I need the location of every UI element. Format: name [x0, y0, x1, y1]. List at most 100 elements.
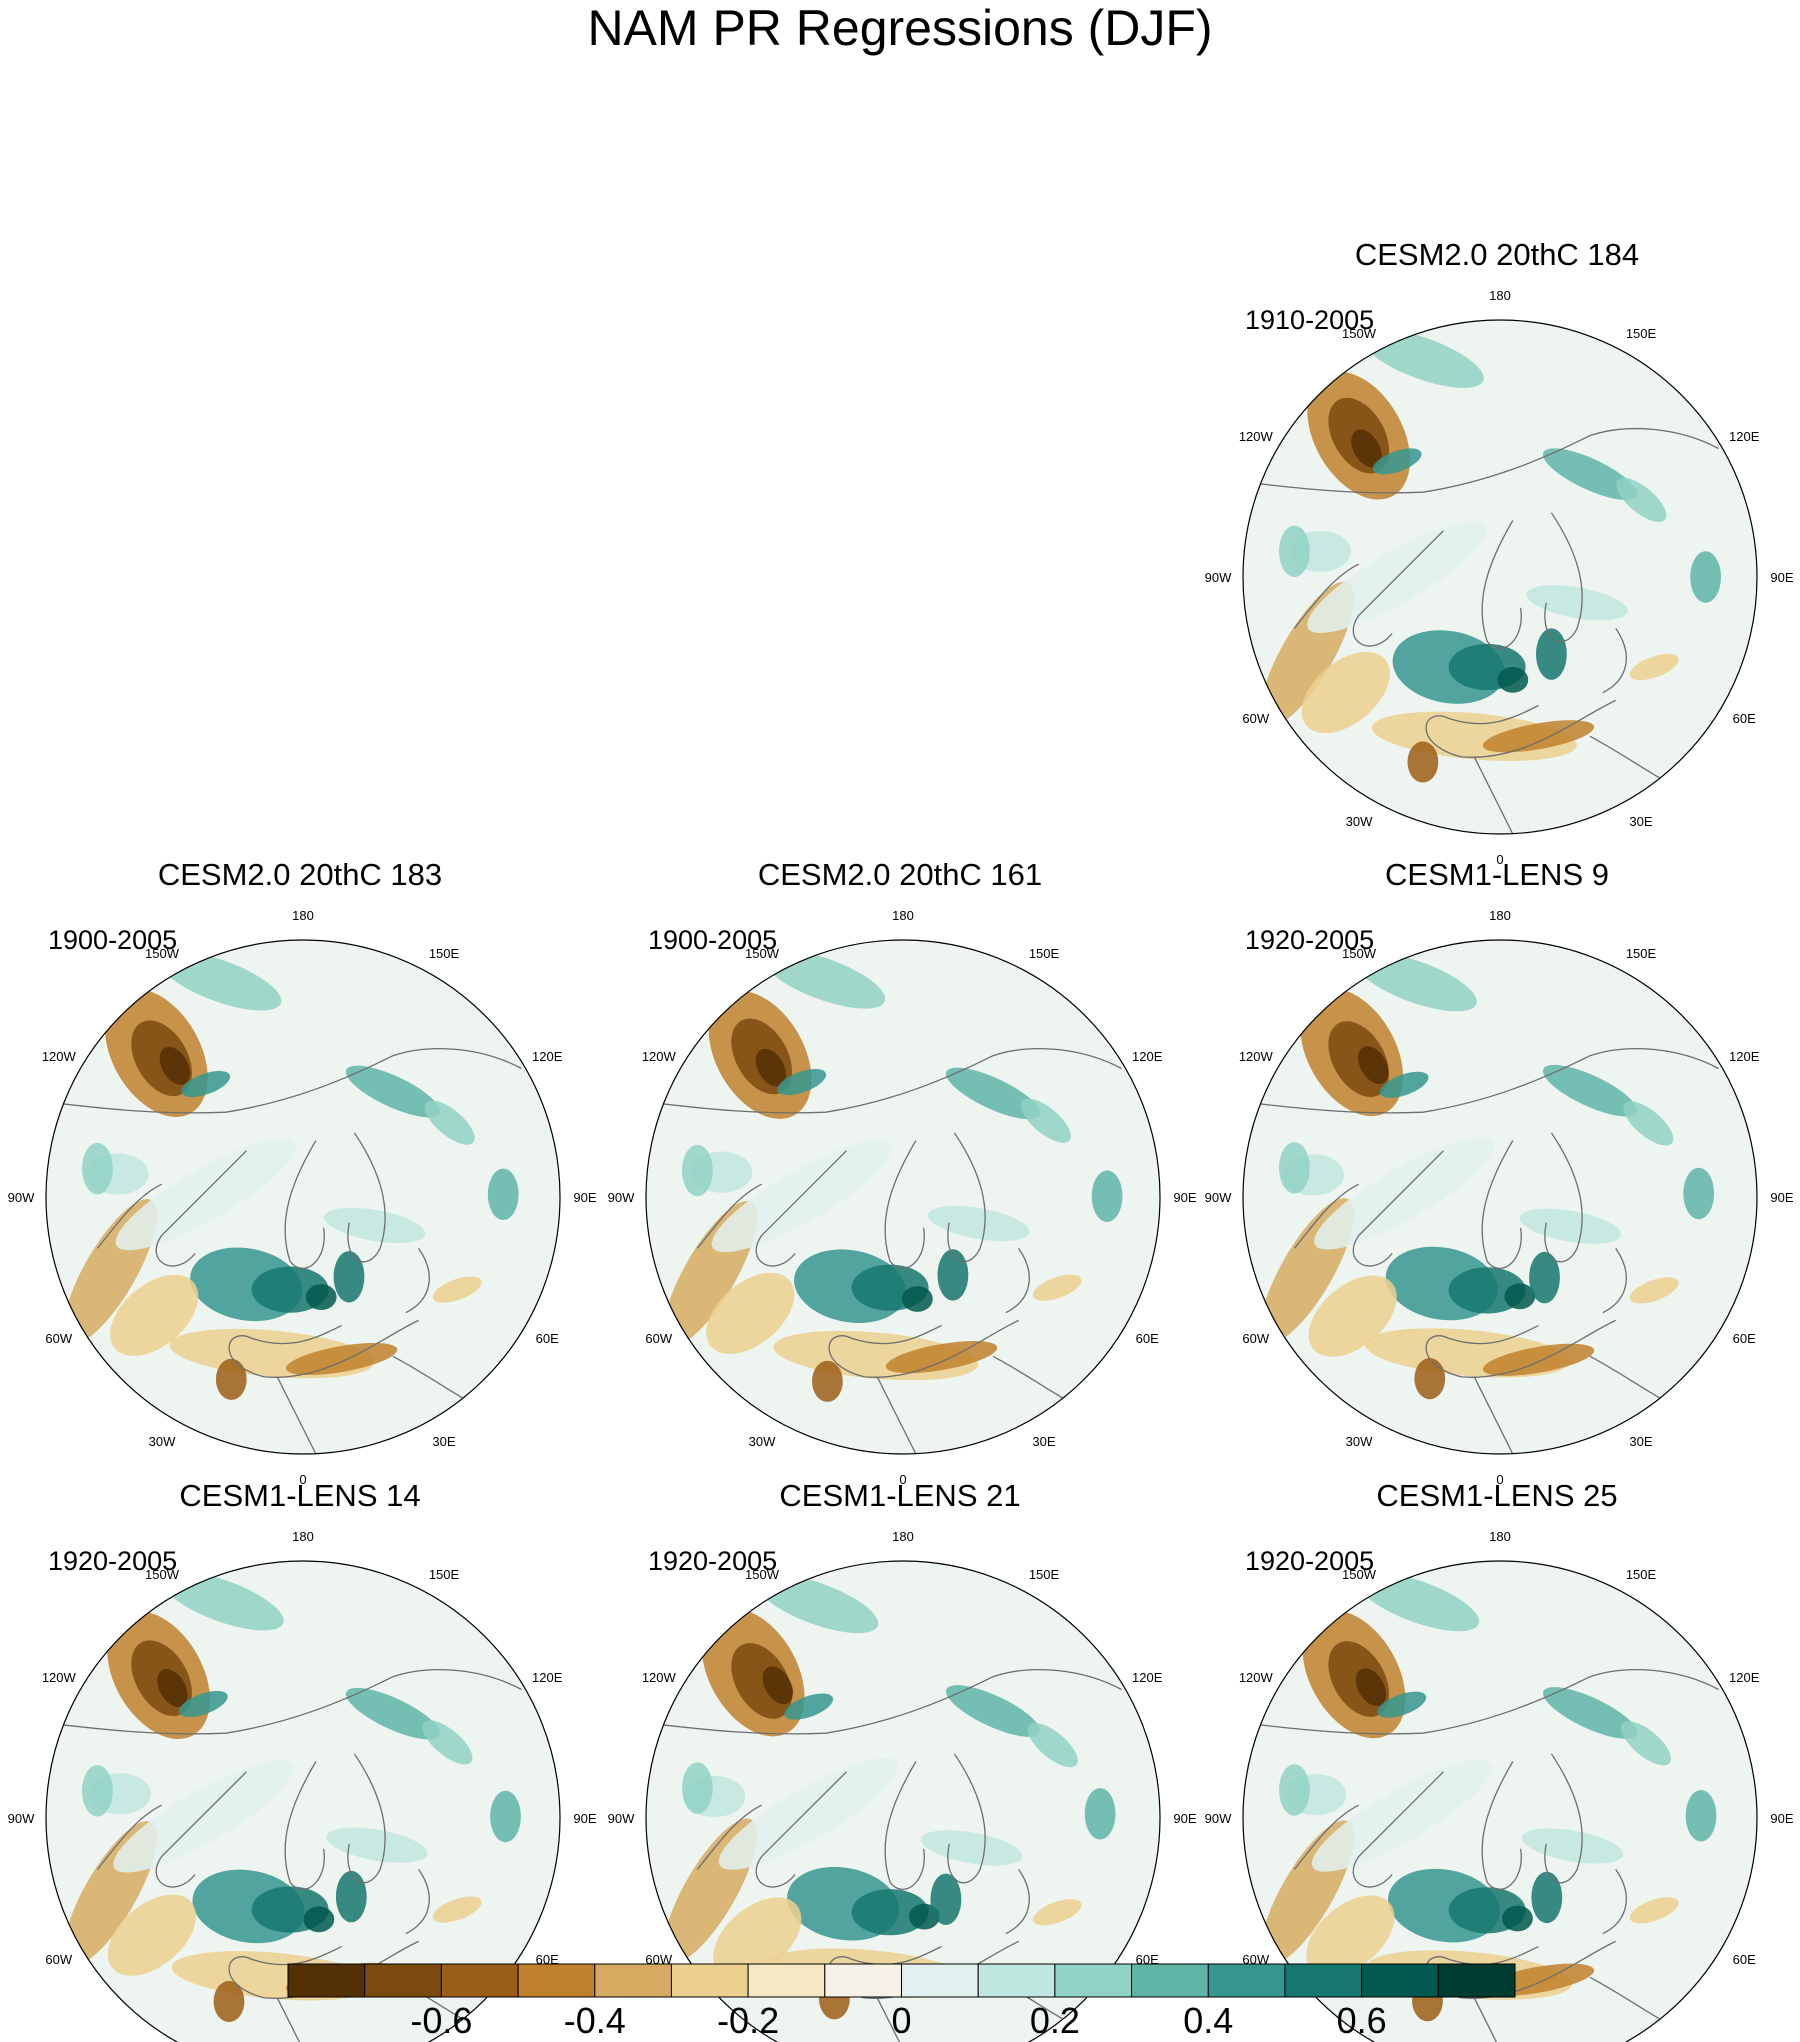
anomaly-shading: [1629, 653, 1679, 681]
coastline: [1481, 1761, 1522, 1890]
longitude-label: 90W: [1205, 570, 1232, 585]
longitude-label: 60W: [1242, 1331, 1269, 1346]
anomaly-shading: [424, 1100, 475, 1145]
longitude-label: 120E: [1729, 1049, 1760, 1064]
colorbar-tick-label: 0.2: [1030, 2000, 1080, 2041]
anomaly-shading: [920, 1830, 1023, 1866]
coastline: [1473, 1376, 1514, 1454]
longitude-label: 60E: [536, 1331, 559, 1346]
panel-title: CESM1-LENS 25: [1376, 1478, 1617, 1513]
colorbar-box: [1131, 1963, 1209, 1998]
anomaly-shading: [1091, 1170, 1123, 1222]
coastline: [947, 1132, 986, 1263]
anomaly-shading: [902, 1286, 933, 1312]
map-border: [1242, 939, 1758, 1455]
longitude-label: 180: [1489, 1529, 1511, 1544]
longitude-label: 30E: [1629, 814, 1652, 829]
panel-title: CESM1-LENS 14: [179, 1478, 420, 1513]
anomaly-shading: [326, 1827, 428, 1863]
anomaly-shading: [432, 1896, 482, 1923]
coastline: [155, 1150, 247, 1267]
longitude-label: 60E: [1136, 1331, 1159, 1346]
anomaly-shading: [1301, 652, 1390, 734]
anomaly-shading: [113, 1760, 294, 1873]
longitude-label: 30E: [432, 1434, 455, 1449]
anomaly-shading: [1279, 1142, 1310, 1194]
longitude-label: 90E: [1770, 1190, 1793, 1205]
coastline: [1243, 428, 1719, 494]
coastline: [1293, 1183, 1359, 1249]
longitude-label: 120W: [42, 1049, 77, 1064]
longitude-label: 90W: [8, 1811, 35, 1826]
panel-period: 1920-2005: [1245, 1546, 1374, 1576]
panel-grid: 180 150E 120E 90E 60E 30E 0 30W 60W 90W 120W 150W CE…: [8, 237, 1794, 2042]
map-border: [45, 939, 561, 1455]
anomaly-shading: [82, 1765, 113, 1817]
anomaly-shading: [1683, 1167, 1715, 1220]
colorbar-box: [747, 1963, 826, 1998]
figure-title: NAM PR Regressions (DJF): [587, 0, 1212, 56]
longitude-label: 150W: [145, 946, 180, 961]
anomaly-shading: [333, 1251, 365, 1303]
longitude-label: 150E: [1029, 1567, 1060, 1582]
longitude-label: 180: [292, 908, 314, 923]
anomaly-shading: [1629, 1277, 1679, 1304]
anomaly-shading: [181, 1070, 231, 1098]
anomaly-shading: [335, 1870, 367, 1923]
colorbar-box: [670, 1963, 749, 1998]
anomaly-shading: [1629, 1897, 1679, 1924]
longitude-label: 60W: [645, 1331, 672, 1346]
anomaly-shading: [1020, 1098, 1071, 1143]
coastline: [1544, 1753, 1583, 1884]
anomaly-shading: [784, 1693, 834, 1720]
map-panel-p184: 180 150E 120E 90E 60E 30E 0 30W 60W 90W 120W 150W CE…: [1205, 237, 1794, 867]
colorbar-box: [1437, 1963, 1516, 1998]
coastline: [1473, 1997, 1514, 2042]
longitude-label: 120W: [642, 1670, 677, 1685]
map-border: [45, 1560, 561, 2042]
colorbar-box: [594, 1963, 672, 1998]
coastline: [884, 1140, 925, 1269]
coastline: [1473, 756, 1514, 834]
anomaly-shading: [487, 1168, 519, 1221]
anomaly-shading: [82, 1142, 113, 1195]
longitude-label: 90W: [8, 1190, 35, 1205]
longitude-label: 90E: [1770, 1811, 1793, 1826]
colorbar-tick-label: -0.2: [717, 2000, 779, 2041]
coastline: [347, 1753, 386, 1884]
coastline: [1243, 1048, 1719, 1114]
anomaly-shading: [927, 1205, 1030, 1242]
longitude-label: 150W: [745, 1567, 780, 1582]
anomaly-shading: [1542, 448, 1638, 501]
coastline: [276, 1376, 317, 1454]
longitude-label: 180: [292, 1529, 314, 1544]
anomaly-field: [1260, 952, 1715, 1400]
colorbar-tick-label: 0.6: [1337, 2000, 1387, 2041]
panel-title: CESM2.0 20thC 184: [1355, 237, 1639, 272]
longitude-label: 150E: [1029, 946, 1060, 961]
coastline: [1005, 1869, 1030, 1935]
coastline: [828, 1319, 1019, 1378]
anomaly-shading: [1377, 1691, 1427, 1718]
map-panel-l9: 180 150E 120E 90E 60E 30E 0 30W 60W 90W 120W 150W CE…: [1205, 857, 1794, 1487]
coastline: [228, 1319, 419, 1378]
coastline: [405, 1248, 430, 1314]
coastlines: [1243, 1048, 1719, 1454]
coastlines: [1243, 428, 1719, 834]
anomaly-shading: [777, 1069, 827, 1096]
anomaly-shading: [1358, 1046, 1389, 1084]
colorbar-box: [517, 1963, 596, 1998]
anomaly-shading: [1379, 1071, 1429, 1098]
anomaly-shading: [682, 1762, 713, 1814]
coastline: [755, 1771, 847, 1888]
coastline: [1481, 520, 1522, 649]
anomaly-shading: [1623, 1101, 1674, 1146]
anomaly-shading: [1311, 1759, 1492, 1872]
longitude-label: 180: [892, 1529, 914, 1544]
colorbar-tick-label: 0.4: [1183, 2000, 1233, 2041]
anomaly-shading: [1032, 1274, 1082, 1301]
longitude-label: 60W: [45, 1331, 72, 1346]
longitude-label: 0: [899, 1472, 906, 1487]
colorbar-tick-label: -0.6: [410, 2000, 472, 2041]
map-border: [645, 1560, 1161, 2042]
